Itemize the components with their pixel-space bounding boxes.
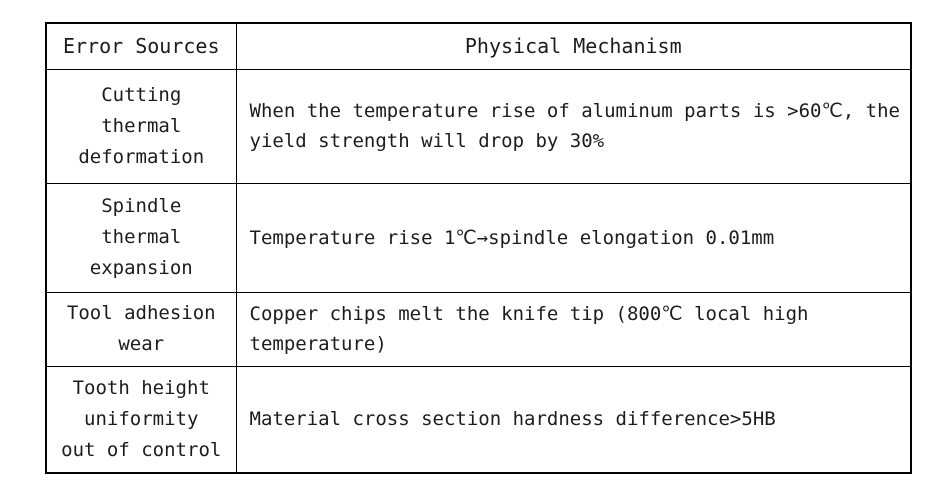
table-row: Tooth height uniformity out of control M… — [45, 365, 912, 474]
mechanism-cell: Temperature rise 1℃→spindle elongation 0… — [235, 182, 912, 293]
column-header-physical-mechanism: Physical Mechanism — [235, 22, 912, 70]
error-source-cell: Tooth height uniformity out of control — [45, 365, 237, 474]
error-source-cell: Spindle thermal expansion — [45, 182, 237, 293]
mechanism-cell: Copper chips melt the knife tip (800℃ lo… — [235, 291, 912, 367]
table-header: Error Sources Physical Mechanism — [45, 22, 912, 70]
table-row: Tool adhesion wear Copper chips melt the… — [45, 291, 912, 367]
mechanism-cell: When the temperature rise of aluminum pa… — [235, 68, 912, 184]
error-source-cell: Cutting thermal deformation — [45, 68, 237, 184]
table-body: Cutting thermal deformation When the tem… — [45, 68, 912, 474]
header-row: Error Sources Physical Mechanism — [45, 22, 912, 70]
error-sources-table: Error Sources Physical Mechanism Cutting… — [45, 22, 912, 474]
table-row: Spindle thermal expansion Temperature ri… — [45, 182, 912, 293]
column-header-error-sources: Error Sources — [45, 22, 237, 70]
mechanism-cell: Material cross section hardness differen… — [235, 365, 912, 474]
error-source-cell: Tool adhesion wear — [45, 291, 237, 367]
table-row: Cutting thermal deformation When the tem… — [45, 68, 912, 184]
